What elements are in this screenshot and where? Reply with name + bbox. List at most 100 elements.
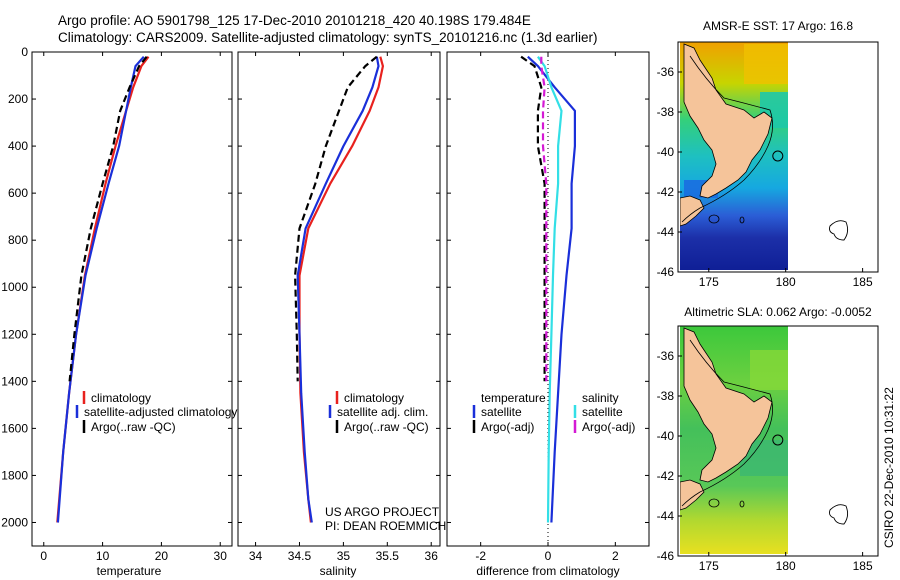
legend-label: climatology xyxy=(91,391,151,405)
temperature-legend: climatology satellite-adjusted climatolo… xyxy=(75,391,237,434)
map-x-tick-label: 180 xyxy=(776,559,796,573)
bathymetry-contour xyxy=(681,339,773,507)
series-line-salinity-argo-adj xyxy=(540,56,548,382)
north-island-land xyxy=(683,43,773,199)
x-tick-label: 34.5 xyxy=(288,549,312,563)
difference-legend: temperature salinity satellite Argo(-adj… xyxy=(472,391,635,434)
chatham-islands-outline xyxy=(829,220,849,241)
map-y-tick-label: -36 xyxy=(657,349,675,363)
header-line-1: Argo profile: AO 5901798_125 17-Dec-2010… xyxy=(58,13,531,28)
x-tick-label: 36 xyxy=(425,549,439,563)
legend-label: satellite adj. clim. xyxy=(337,405,428,419)
map-x-tick-label: 175 xyxy=(699,559,719,573)
legend-label: Argo(..raw -QC) xyxy=(91,420,176,434)
y-tick-label: 600 xyxy=(8,186,28,200)
sst-map: 175 180 185 -36 -38 -40 -42 -44 -46 xyxy=(657,41,879,289)
series-line-argo-raw-qc xyxy=(294,55,378,382)
temperature-xlabel: temperature xyxy=(97,564,162,578)
series-line-satellite-adjusted-climatology xyxy=(56,55,145,523)
y-tick-label: 800 xyxy=(8,233,28,247)
legend-header-salinity: salinity xyxy=(582,391,619,405)
y-tick-label: 1600 xyxy=(1,421,28,435)
x-tick-label: 0 xyxy=(40,549,47,563)
sst-map-title: AMSR-E SST: 17 Argo: 16.8 xyxy=(703,19,853,33)
series-line-salinity-satellite xyxy=(537,56,563,523)
legend-label: satellite-adjusted climatology xyxy=(84,405,237,419)
float-position-marker xyxy=(772,434,784,446)
map-x-tick-label: 180 xyxy=(776,275,796,289)
legend-label: satellite xyxy=(481,405,522,419)
series-line-satellite-adj-clim xyxy=(296,56,380,523)
legend-header-temperature: temperature xyxy=(481,391,546,405)
series-line-climatology xyxy=(56,56,150,523)
sla-map: 175 180 185 -36 -38 -40 -42 -44 -46 xyxy=(657,325,879,573)
sla-map-frame xyxy=(677,325,879,557)
map-y-tick-label: -40 xyxy=(657,145,675,159)
map-y-tick-label: -44 xyxy=(657,509,675,523)
project-annotation-line-1: US ARGO PROJECT xyxy=(325,505,440,519)
salinity-xlabel: salinity xyxy=(320,564,357,578)
map-y-tick-label: -38 xyxy=(657,105,675,119)
salinity-plot: 34 34.5 35 35.5 36 xyxy=(238,51,440,563)
map-x-tick-label: 185 xyxy=(853,275,873,289)
y-tick-label: 0 xyxy=(21,45,28,59)
salinity-legend: climatology satellite adj. clim. Argo(..… xyxy=(328,391,429,434)
map-y-tick-label: -42 xyxy=(657,469,675,483)
map-y-tick-label: -44 xyxy=(657,225,675,239)
bathymetry-contour xyxy=(681,55,773,223)
series-line-argo-raw-qc xyxy=(68,56,148,382)
map-y-tick-label: -40 xyxy=(657,429,675,443)
x-tick-label: 20 xyxy=(155,549,169,563)
salinity-panel-frame xyxy=(237,51,441,547)
y-tick-label: 400 xyxy=(8,139,28,153)
y-tick-label: 2000 xyxy=(1,515,28,529)
x-tick-label: 0 xyxy=(545,549,552,563)
difference-xlabel: difference from climatology xyxy=(476,564,619,578)
difference-plot: -2 0 2 xyxy=(447,51,649,563)
legend-label: satellite xyxy=(582,405,623,419)
map-y-tick-label: -46 xyxy=(657,549,675,563)
bathymetry-contour xyxy=(708,498,720,508)
x-tick-label: 10 xyxy=(96,549,110,563)
temperature-plot: 0 10 20 30 0 200 400 600 800 1000 1200 1400 1600 1800… xyxy=(1,45,232,563)
x-tick-label: 35.5 xyxy=(376,549,400,563)
sla-map-title: Altimetric SLA: 0.062 Argo: -0.0052 xyxy=(684,305,872,319)
y-tick-label: 200 xyxy=(8,92,28,106)
legend-label: Argo(-adj) xyxy=(582,420,635,434)
y-tick-label: 1000 xyxy=(1,280,28,294)
x-tick-label: 30 xyxy=(214,549,228,563)
chatham-islands-outline xyxy=(829,504,849,525)
legend-label: Argo(-adj) xyxy=(481,420,534,434)
float-position-marker xyxy=(772,150,784,162)
csiro-timestamp: CSIRO 22-Dec-2010 10:31:22 xyxy=(882,387,896,548)
y-tick-label: 1400 xyxy=(1,374,28,388)
map-y-tick-label: -36 xyxy=(657,65,675,79)
y-tick-label: 1800 xyxy=(1,468,28,482)
sst-patch xyxy=(744,44,788,84)
legend-label: Argo(..raw -QC) xyxy=(344,420,429,434)
header-line-2: Climatology: CARS2009. Satellite-adjuste… xyxy=(58,30,598,45)
series-line-climatology xyxy=(298,56,384,523)
x-tick-label: -2 xyxy=(475,549,486,563)
bathymetry-contour xyxy=(739,216,745,224)
series-line-temperature-argo-adj xyxy=(520,55,546,382)
legend-label: climatology xyxy=(344,391,404,405)
sla-patch xyxy=(750,350,788,390)
bathymetry-contour xyxy=(708,214,720,224)
series-line-temperature-satellite xyxy=(527,55,577,523)
map-y-tick-label: -46 xyxy=(657,265,675,279)
map-x-tick-label: 175 xyxy=(699,275,719,289)
north-island-land xyxy=(683,327,773,483)
sst-map-axes: 175 180 185 -36 -38 -40 -42 -44 -46 xyxy=(657,65,873,289)
x-tick-label: 2 xyxy=(612,549,619,563)
bathymetry-contour xyxy=(739,500,745,508)
sla-map-axes: 175 180 185 -36 -38 -40 -42 -44 -46 xyxy=(657,349,873,573)
y-tick-label: 1200 xyxy=(1,327,28,341)
map-y-tick-label: -42 xyxy=(657,185,675,199)
x-tick-label: 35 xyxy=(337,549,351,563)
project-annotation-line-2: PI: DEAN ROEMMICH xyxy=(325,519,446,533)
temperature-panel-frame xyxy=(31,51,233,547)
x-tick-label: 34 xyxy=(249,549,263,563)
map-x-tick-label: 185 xyxy=(853,559,873,573)
